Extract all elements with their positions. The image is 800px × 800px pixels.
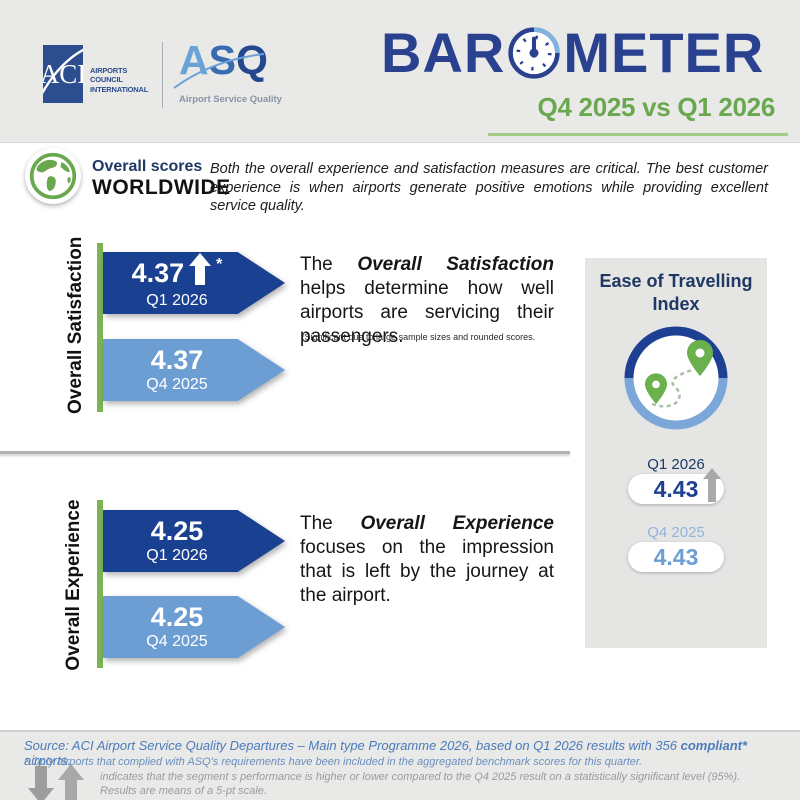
- experience-q1-2026-period: Q1 2026: [146, 547, 208, 564]
- aci-acronym: ACI: [43, 58, 83, 89]
- experience-side-label: Overall Experience: [63, 499, 84, 671]
- asq-letter: A: [179, 37, 209, 83]
- footer-source: Source: ACI Airport Service Quality Depa…: [24, 738, 784, 768]
- logo-divider: [162, 42, 163, 108]
- desc-text: The: [300, 254, 358, 275]
- ease-q1-2026-value: 4.43: [653, 475, 699, 502]
- footer-source-text: Source: ACI Airport Service Quality Depa…: [24, 738, 681, 753]
- aci-swoosh-icon: [43, 48, 83, 95]
- header: ACI AIRPORTS COUNCIL INTERNATIONAL ASQ A…: [0, 0, 800, 143]
- satisfaction-q1-2026-value: 4.37: [131, 258, 185, 288]
- ease-q4-2025-value: 4.43: [653, 543, 699, 570]
- satisfaction-q1-2026-period: Q1 2026: [146, 292, 208, 309]
- gauge-icon: [507, 26, 561, 80]
- footer-compliance-note: * Only airports that complied with ASQ's…: [24, 756, 643, 768]
- intro-label-line1: Overall scores: [92, 158, 203, 175]
- asq-logo: ASQ: [179, 40, 268, 81]
- satisfaction-description: The Overall Satisfaction helps determine…: [300, 253, 554, 349]
- experience-q1-2026-arrow: 4.25 Q1 2026: [103, 510, 285, 572]
- footer-source-bold: compliant*: [680, 738, 748, 753]
- route-icon: [622, 324, 730, 432]
- ease-panel-title: Ease of Travelling Index: [585, 270, 767, 315]
- aci-org-name: AIRPORTS COUNCIL INTERNATIONAL: [90, 66, 148, 94]
- significance-marker: *: [216, 255, 223, 273]
- intro-label-line2: WORLDWIDE: [92, 176, 231, 199]
- satisfaction-footnote: *Significant due to large sample sizes a…: [301, 332, 536, 342]
- experience-description: The Overall Experience focuses on the im…: [300, 512, 554, 608]
- up-arrow-icon: [189, 253, 212, 290]
- footer-source-text: airports.: [24, 753, 71, 768]
- experience-q4-2025-arrow: 4.25 Q4 2025: [103, 596, 285, 658]
- aci-org-line: INTERNATIONAL: [90, 84, 149, 94]
- period-subtitle: Q4 2025 vs Q1 2026: [537, 92, 776, 122]
- asq-tagline: Airport Service Quality: [179, 94, 282, 105]
- experience-q4-2025-period: Q4 2025: [146, 633, 208, 650]
- satisfaction-q4-2025-value: 4.37: [150, 345, 204, 375]
- aci-org-line: AIRPORTS: [90, 66, 128, 75]
- barometer-title: BAR METER: [381, 22, 776, 84]
- title-part-2: METER: [563, 21, 765, 84]
- ease-q1-2026-pill: 4.43: [628, 468, 724, 504]
- experience-q4-2025-value: 4.25: [150, 602, 204, 632]
- footer-legend-line2: Results are means of a 5-pt scale.: [100, 785, 267, 798]
- aci-org-line: COUNCIL: [90, 75, 123, 85]
- up-arrow-icon: [703, 468, 721, 507]
- section-divider: [0, 451, 570, 454]
- ease-panel-title-line2: Index: [652, 293, 700, 314]
- intro-description: Both the overall experience and satisfac…: [210, 161, 768, 215]
- ease-q1-2026-label: Q1 2026: [647, 456, 705, 473]
- experience-accent-bar: [97, 500, 103, 668]
- desc-text: focuses on the impression that is left b…: [300, 536, 554, 606]
- satisfaction-q4-2025-period: Q4 2025: [146, 376, 208, 393]
- asq-swoosh-icon: [173, 53, 265, 89]
- desc-bold-text: Overall Satisfaction: [357, 254, 554, 275]
- ease-panel-title-line1: Ease of Travelling: [599, 271, 753, 291]
- footer-legend: indicates that the segment s performance…: [100, 770, 790, 799]
- aci-logo: ACI: [43, 45, 83, 103]
- footer-legend-line1: indicates that the segment s performance…: [100, 771, 741, 783]
- satisfaction-q1-2026-arrow: 4.37 * Q1 2026: [103, 252, 285, 314]
- footer: Source: ACI Airport Service Quality Depa…: [0, 730, 800, 800]
- ease-q4-2025-pill: 4.43: [628, 542, 724, 572]
- satisfaction-side-label: Overall Satisfaction: [65, 236, 86, 414]
- ease-of-travelling-panel: Ease of Travelling Index Q1 2026: [585, 258, 767, 648]
- desc-text: helps determine how well airports are se…: [300, 277, 554, 347]
- desc-bold-text: Overall Experience: [360, 513, 554, 534]
- title-part-1: BAR: [381, 21, 506, 84]
- satisfaction-accent-bar: [97, 243, 103, 412]
- subtitle-underline: [488, 133, 788, 136]
- asq-letter: Q: [235, 37, 268, 83]
- up-down-arrows-icon: [28, 764, 90, 800]
- satisfaction-q4-2025-arrow: 4.37 Q4 2025: [103, 339, 285, 401]
- ease-q4-2025-label: Q4 2025: [647, 524, 705, 541]
- desc-text: The: [300, 513, 361, 534]
- globe-icon: [25, 148, 81, 204]
- experience-q1-2026-value: 4.25: [150, 516, 204, 546]
